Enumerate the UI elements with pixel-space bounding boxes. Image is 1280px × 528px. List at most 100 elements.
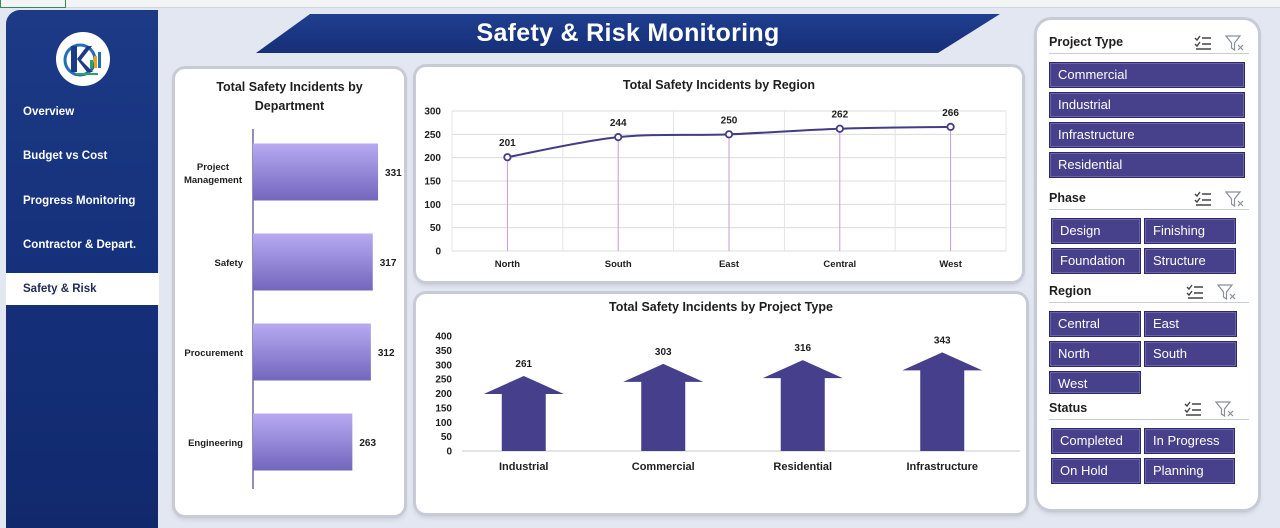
- project-type-arrow-residential: [762, 360, 843, 451]
- nav-progress-monitoring[interactable]: Progress Monitoring: [23, 195, 136, 207]
- selected-cell-indicator: [0, 0, 66, 8]
- slicer-option-east[interactable]: East: [1144, 311, 1237, 337]
- department-chart-card: Total Safety Incidents by Department 331…: [175, 69, 404, 515]
- slicer-option-planning[interactable]: Planning: [1144, 458, 1235, 484]
- clear-filter-icon[interactable]: [1214, 400, 1235, 418]
- region-chart-title: Total Safety Incidents by Region: [622, 78, 816, 92]
- nav-contractor-depart[interactable]: Contractor & Depart.: [23, 239, 137, 251]
- region-point-south: [614, 133, 623, 142]
- clear-filter-icon[interactable]: [1216, 283, 1237, 301]
- region-point-central: [835, 124, 844, 133]
- region-y-tick-150: 150: [424, 177, 441, 188]
- sidebar: Overview Budget vs Cost Progress Monitor…: [6, 10, 159, 528]
- nav-safety-risk[interactable]: Safety & Risk: [6, 273, 159, 305]
- slicer-option-commercial[interactable]: Commercial: [1049, 62, 1245, 88]
- region-data-label-south: 244: [610, 118, 627, 129]
- region-x-tick-north: North: [495, 259, 521, 270]
- slicer-option-on-hold[interactable]: On Hold: [1051, 458, 1141, 484]
- project-type-y-tick-250: 250: [435, 375, 452, 386]
- region-data-label-north: 201: [499, 138, 516, 149]
- slicer-option-in-progress[interactable]: In Progress: [1144, 428, 1235, 454]
- slicer-panel: Project Type Commercial Industrial Infra…: [1037, 20, 1258, 509]
- slicer-option-finishing[interactable]: Finishing: [1144, 218, 1236, 244]
- slicer-status-header: Status: [1049, 398, 1249, 420]
- clear-filter-icon[interactable]: [1224, 190, 1245, 208]
- slicer-option-south[interactable]: South: [1144, 341, 1237, 367]
- slicer-phase-title: Phase: [1049, 191, 1086, 205]
- project-type-arrow-chart: 0 50 100 150 200 250 300 350 400 261 Industrial 303…: [435, 332, 1020, 473]
- slicer-status-title: Status: [1049, 401, 1088, 415]
- project-type-y-tick-100: 100: [435, 418, 452, 429]
- title-banner: Safety & Risk Monitoring: [256, 14, 1000, 53]
- project-type-arrow-commercial: [623, 363, 704, 451]
- region-data-label-west: 266: [942, 108, 959, 119]
- slicer-option-central[interactable]: Central: [1049, 311, 1141, 337]
- banner-shape: [256, 14, 1000, 53]
- slicer-option-structure[interactable]: Structure: [1144, 248, 1236, 274]
- slicer-option-design[interactable]: Design: [1051, 218, 1141, 244]
- project-type-x-tick-industrial: Industrial: [499, 461, 549, 473]
- region-y-tick-50: 50: [430, 223, 442, 234]
- nav-overview[interactable]: Overview: [23, 106, 75, 118]
- project-type-data-label-residential: 316: [794, 343, 811, 354]
- project-type-y-tick-350: 350: [435, 346, 452, 357]
- project-type-y-tick-200: 200: [435, 389, 452, 400]
- department-bar-engineering: [253, 413, 353, 471]
- department-tick-label-procurement: Procurement: [184, 348, 243, 359]
- slicer-region-header: Region: [1049, 281, 1249, 303]
- region-y-tick-300: 300: [424, 107, 441, 118]
- project-type-data-label-commercial: 303: [655, 347, 672, 358]
- multi-select-icon[interactable]: [1193, 190, 1213, 208]
- region-y-tick-200: 200: [424, 153, 441, 164]
- department-bar-project-management: [253, 143, 379, 201]
- slicer-option-residential[interactable]: Residential: [1049, 152, 1245, 178]
- department-data-label-safety: 317: [380, 258, 397, 269]
- slicer-option-north[interactable]: North: [1049, 341, 1141, 367]
- project-type-data-label-industrial: 261: [515, 359, 532, 370]
- project-type-x-tick-commercial: Commercial: [632, 461, 695, 473]
- multi-select-icon[interactable]: [1193, 34, 1213, 52]
- region-y-tick-250: 250: [424, 130, 441, 141]
- department-tick-label-safety: Safety: [214, 258, 243, 269]
- slicer-project-type-title: Project Type: [1049, 35, 1124, 49]
- project-type-y-tick-300: 300: [435, 360, 452, 371]
- slicer-region-title: Region: [1049, 284, 1092, 298]
- slicer-option-completed[interactable]: Completed: [1051, 428, 1141, 454]
- project-type-y-tick-50: 50: [441, 432, 453, 443]
- project-type-y-tick-400: 400: [435, 332, 452, 343]
- region-y-tick-100: 100: [424, 200, 441, 211]
- clear-filter-icon[interactable]: [1224, 34, 1245, 52]
- department-chart-title: Total Safety Incidents by Department: [216, 80, 363, 113]
- region-data-label-east: 250: [721, 115, 738, 126]
- project-type-y-tick-0: 0: [446, 447, 452, 458]
- project-type-chart-title: Total Safety Incidents by Project Type: [609, 300, 833, 314]
- slicer-option-industrial[interactable]: Industrial: [1049, 92, 1245, 118]
- project-type-chart-card: Total Safety Incidents by Project Type 0…: [416, 294, 1026, 513]
- department-bar-chart: 331 Project Management 317 Safety 312 Procurem…: [184, 129, 402, 489]
- slicer-option-foundation[interactable]: Foundation: [1051, 248, 1141, 274]
- page-title: Safety & Risk Monitoring: [476, 19, 780, 47]
- multi-select-icon[interactable]: [1185, 283, 1205, 301]
- region-y-tick-0: 0: [435, 247, 441, 258]
- project-type-arrow-industrial: [483, 375, 564, 451]
- slicer-project-type-header: Project Type: [1049, 32, 1249, 54]
- department-data-label-procurement: 312: [378, 348, 395, 359]
- slicer-option-infrastructure[interactable]: Infrastructure: [1049, 122, 1245, 148]
- region-x-tick-central: Central: [823, 259, 856, 270]
- project-type-x-tick-infrastructure: Infrastructure: [906, 461, 978, 473]
- department-tick-label-engineering: Engineering: [188, 438, 243, 449]
- spreadsheet-top-strip: [0, 0, 1280, 8]
- department-data-label-project-management: 331: [385, 168, 402, 179]
- region-x-tick-east: East: [719, 259, 740, 270]
- department-bar-procurement: [253, 323, 371, 381]
- department-data-label-engineering: 263: [359, 438, 376, 449]
- slicer-option-west[interactable]: West: [1049, 371, 1141, 394]
- multi-select-icon[interactable]: [1183, 400, 1203, 418]
- region-point-east: [724, 130, 734, 139]
- nav-budget-vs-cost[interactable]: Budget vs Cost: [23, 150, 108, 162]
- region-point-west: [946, 122, 955, 131]
- project-type-data-label-infrastructure: 343: [934, 335, 951, 346]
- company-logo: [56, 32, 110, 86]
- slicer-phase-header: Phase: [1049, 188, 1249, 210]
- region-point-north: [503, 153, 512, 162]
